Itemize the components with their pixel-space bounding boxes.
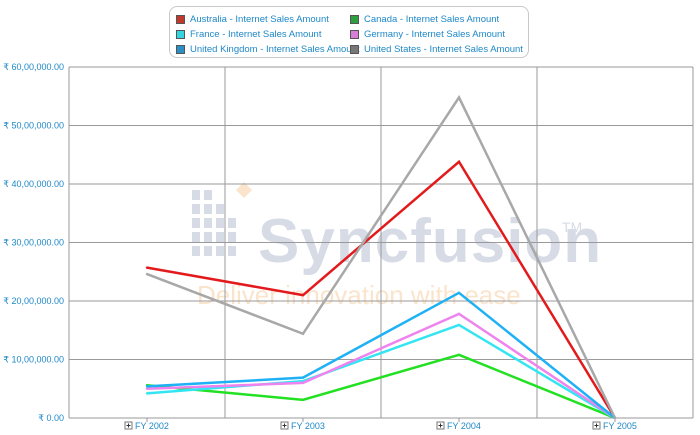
data-point[interactable] [145,272,149,276]
data-point[interactable] [457,312,461,316]
y-tick-label: ₹ 30,00,000.00 [3,238,64,248]
x-tick-label[interactable]: FY 2005 [603,421,637,431]
x-tick-label[interactable]: FY 2003 [291,421,325,431]
watermark: Syncfusion TM Deliver innovation with ea… [192,182,602,310]
data-point[interactable] [301,381,305,385]
legend-item-germany[interactable]: Germany - Internet Sales Amount [350,27,505,41]
series-line[interactable] [146,312,616,420]
data-point[interactable] [145,385,149,388]
expand-icon[interactable] [436,421,445,430]
data-point[interactable] [145,266,149,269]
expand-icon[interactable] [280,421,289,430]
axes: ₹ 0.00 ₹ 10,00,000.00 ₹ 20,00,000.00 ₹ 30,0… [3,62,637,431]
watermark-trademark: TM [562,219,582,235]
data-point[interactable] [457,96,461,99]
legend-item-united-kingdom[interactable]: United Kingdom - Internet Sales Amount [176,42,360,56]
x-tick-label[interactable]: FY 2002 [135,421,169,431]
y-tick-label: ₹ 60,00,000.00 [3,62,64,72]
y-tick-label: ₹ 0.00 [38,413,64,423]
legend-label: United States - Internet Sales Amount [364,43,523,55]
data-point[interactable] [457,353,461,357]
gridlines [68,66,694,419]
legend-label: United Kingdom - Internet Sales Amount [190,43,360,55]
legend-item-united-states[interactable]: United States - Internet Sales Amount [350,42,523,56]
data-point[interactable] [457,291,461,295]
data-point[interactable] [301,376,305,379]
series-line[interactable] [146,353,616,420]
legend: Australia - Internet Sales Amount Canada… [169,6,529,58]
legend-swatch-united-kingdom [176,44,185,54]
legend-item-australia[interactable]: Australia - Internet Sales Amount [176,12,329,26]
series-lines [145,94,617,420]
y-tick-label: ₹ 20,00,000.00 [3,296,64,306]
watermark-logo-mark [192,182,252,256]
series-line[interactable] [146,159,617,419]
data-point[interactable] [457,323,461,327]
legend-swatch-canada [350,14,359,24]
series-line[interactable] [146,94,617,419]
legend-swatch-germany [350,29,359,39]
y-tick-label: ₹ 10,00,000.00 [3,355,64,365]
legend-swatch-united-states [350,44,359,54]
data-point[interactable] [301,293,305,297]
legend-label: Germany - Internet Sales Amount [364,28,505,40]
data-point[interactable] [145,387,149,390]
data-point[interactable] [301,332,305,335]
legend-swatch-australia [176,14,185,24]
data-point[interactable] [613,416,617,420]
legend-item-canada[interactable]: Canada - Internet Sales Amount [350,12,499,26]
watermark-brand: Syncfusion [258,207,602,276]
series-line[interactable] [146,323,616,420]
data-point[interactable] [301,398,305,402]
y-tick-label: ₹ 40,00,000.00 [3,179,64,189]
legend-label: Australia - Internet Sales Amount [190,13,329,25]
y-tick-label: ₹ 50,00,000.00 [3,121,64,131]
legend-label: Canada - Internet Sales Amount [364,13,500,25]
legend-swatch-france [176,29,185,39]
legend-label: France - Internet Sales Amount [190,28,322,40]
legend-item-france[interactable]: France - Internet Sales Amount [176,27,321,41]
series-line[interactable] [146,291,616,419]
expand-icon[interactable] [592,421,601,430]
expand-icon[interactable] [124,421,133,430]
data-point[interactable] [145,392,149,395]
data-point[interactable] [457,160,461,163]
x-tick-label[interactable]: FY 2004 [447,421,481,431]
